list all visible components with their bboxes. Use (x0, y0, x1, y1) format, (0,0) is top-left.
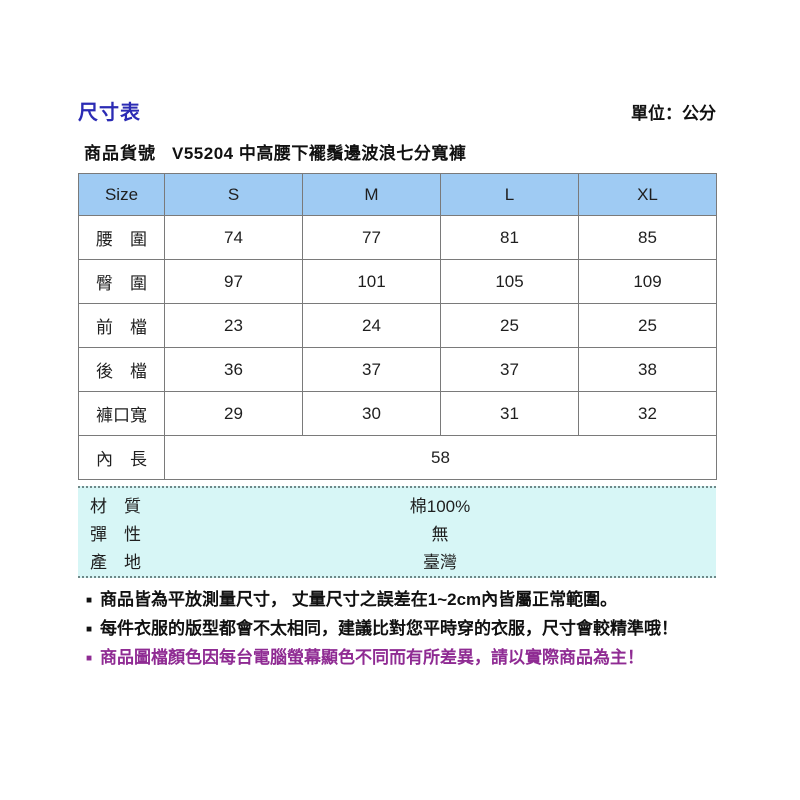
row-label: 後 檔 (78, 347, 165, 392)
cell-value: 77 (302, 215, 441, 260)
table-row-back-rise: 後 檔 36 37 37 38 (78, 347, 717, 392)
cell-value: 105 (440, 259, 579, 304)
info-label: 彈 性 (90, 524, 141, 544)
cell-value: 81 (440, 215, 579, 260)
cell-value: 101 (302, 259, 441, 304)
size-chart-page: 尺寸表 單位：公分 商品貨號 V55204 中高腰下襬鬚邊波浪七分寬褲 Size … (78, 0, 717, 674)
product-code-label: 商品貨號 (84, 144, 156, 163)
note-text: 商品皆為平放測量尺寸， 丈量尺寸之誤差在1~2cm內皆屬正常範圍。 (100, 590, 618, 609)
row-label: 內 長 (78, 435, 165, 480)
cell-value: 38 (578, 347, 717, 392)
row-label: 前 檔 (78, 303, 165, 348)
cell-value: 32 (578, 391, 717, 436)
info-label: 材 質 (90, 496, 141, 516)
product-title: V55204 中高腰下襬鬚邊波浪七分寬褲 (172, 144, 467, 163)
table-row-inseam: 內 長 58 (78, 435, 717, 480)
bullet-square-icon: ■ (86, 624, 93, 635)
bullet-square-icon: ■ (86, 595, 93, 606)
row-label: 腰 圍 (78, 215, 165, 260)
row-label: 褲口寬 (78, 391, 165, 436)
info-value: 棉100% (409, 496, 471, 516)
size-table: Size S M L XL 腰 圍 74 77 81 85 臀 圍 97 101… (78, 173, 717, 480)
note-item: ■ 每件衣服的版型都會不太相同，建議比對您平時穿的衣服，尺寸會較精準哦！ (86, 616, 716, 645)
info-value: 無 (431, 524, 449, 544)
cell-value: 37 (302, 347, 441, 392)
cell-value: 25 (578, 303, 717, 348)
unit-label: 單位：公分 (631, 104, 716, 123)
note-text: 商品圖檔顏色因每台電腦螢幕顯色不同而有所差異，請以實際商品為主！ (100, 648, 645, 667)
cell-value: 24 (302, 303, 441, 348)
cell-value: 109 (578, 259, 717, 304)
product-line: 商品貨號 V55204 中高腰下襬鬚邊波浪七分寬褲 (78, 139, 716, 164)
notes: ■ 商品皆為平放測量尺寸， 丈量尺寸之誤差在1~2cm內皆屬正常範圍。 ■ 每件衣服… (78, 587, 716, 674)
size-table-header-cell: S (164, 173, 303, 216)
material-info-panel: 材 質 棉100% 彈 性 無 產 地 臺灣 (78, 486, 716, 578)
size-table-header-cell: XL (578, 173, 717, 216)
cell-value: 36 (164, 347, 303, 392)
info-row-origin: 產 地 臺灣 (78, 546, 716, 574)
top-bar: 尺寸表 單位：公分 (78, 96, 716, 125)
note-text: 每件衣服的版型都會不太相同，建議比對您平時穿的衣服，尺寸會較精準哦！ (100, 619, 679, 638)
table-row-front-rise: 前 檔 23 24 25 25 (78, 303, 717, 348)
size-table-header-row: Size S M L XL (78, 173, 717, 216)
table-row-waist: 腰 圍 74 77 81 85 (78, 215, 717, 260)
bullet-square-icon: ■ (86, 653, 93, 664)
table-row-hip: 臀 圍 97 101 105 109 (78, 259, 717, 304)
cell-value: 37 (440, 347, 579, 392)
cell-value: 85 (578, 215, 717, 260)
note-item-color-disclaimer: ■ 商品圖檔顏色因每台電腦螢幕顯色不同而有所差異，請以實際商品為主！ (86, 645, 716, 674)
info-value: 臺灣 (423, 552, 457, 572)
size-table-header-cell: M (302, 173, 441, 216)
note-item: ■ 商品皆為平放測量尺寸， 丈量尺寸之誤差在1~2cm內皆屬正常範圍。 (86, 587, 716, 616)
row-label: 臀 圍 (78, 259, 165, 304)
info-row-material: 材 質 棉100% (78, 490, 716, 518)
size-table-header-cell: L (440, 173, 579, 216)
info-row-elasticity: 彈 性 無 (78, 518, 716, 546)
cell-value: 25 (440, 303, 579, 348)
page-title: 尺寸表 (78, 102, 141, 124)
table-row-leg-opening: 褲口寬 29 30 31 32 (78, 391, 717, 436)
info-label: 產 地 (90, 552, 141, 572)
size-table-header-cell: Size (78, 173, 165, 216)
cell-value: 30 (302, 391, 441, 436)
cell-value: 29 (164, 391, 303, 436)
cell-value: 23 (164, 303, 303, 348)
cell-value-merged: 58 (164, 435, 717, 480)
cell-value: 31 (440, 391, 579, 436)
cell-value: 97 (164, 259, 303, 304)
cell-value: 74 (164, 215, 303, 260)
